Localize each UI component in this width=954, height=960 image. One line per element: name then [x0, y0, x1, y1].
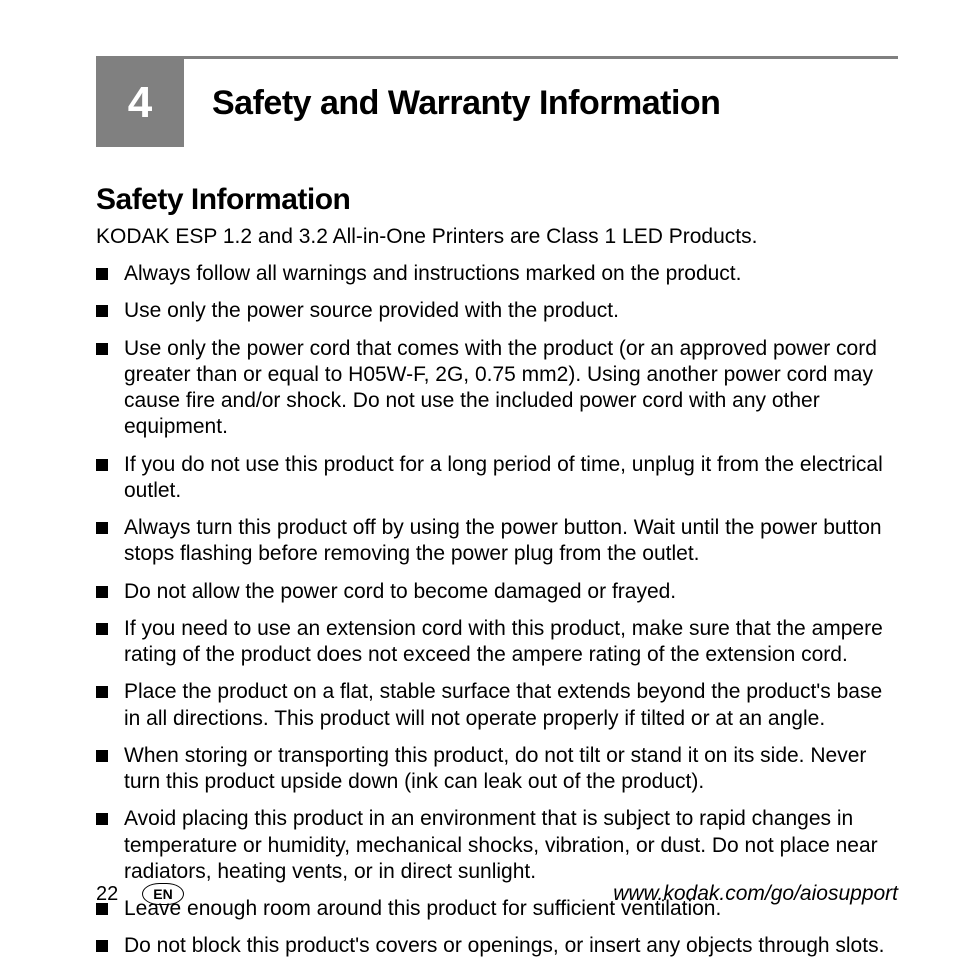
list-item: When storing or transporting this produc…	[96, 743, 898, 796]
list-item: Avoid placing this product in an environ…	[96, 806, 898, 885]
list-item: Use only the power cord that comes with …	[96, 336, 898, 441]
chapter-number-box: 4	[96, 59, 184, 147]
list-item: Place the product on a flat, stable surf…	[96, 679, 898, 732]
manual-page: 4 Safety and Warranty Information Safety…	[0, 0, 954, 954]
list-item: Use only the power source provided with …	[96, 298, 898, 324]
footer-url: www.kodak.com/go/aiosupport	[613, 882, 898, 906]
section-intro: KODAK ESP 1.2 and 3.2 All-in-One Printer…	[96, 225, 898, 249]
list-item: Do not allow the power cord to become da…	[96, 579, 898, 605]
list-item: If you do not use this product for a lon…	[96, 452, 898, 505]
chapter-title: Safety and Warranty Information	[184, 59, 720, 147]
list-item: Do not block this product's covers or op…	[96, 933, 898, 959]
chapter-number: 4	[128, 78, 152, 128]
list-item: Always turn this product off by using th…	[96, 515, 898, 568]
language-badge: EN	[142, 883, 183, 905]
bullet-list: Always follow all warnings and instructi…	[96, 261, 898, 960]
page-footer: 22 EN www.kodak.com/go/aiosupport	[96, 882, 898, 906]
list-item: If you need to use an extension cord wit…	[96, 616, 898, 669]
section-title: Safety Information	[96, 183, 898, 217]
list-item: Always follow all warnings and instructi…	[96, 261, 898, 287]
chapter-header: 4 Safety and Warranty Information	[96, 59, 898, 147]
page-number: 22	[96, 883, 118, 906]
